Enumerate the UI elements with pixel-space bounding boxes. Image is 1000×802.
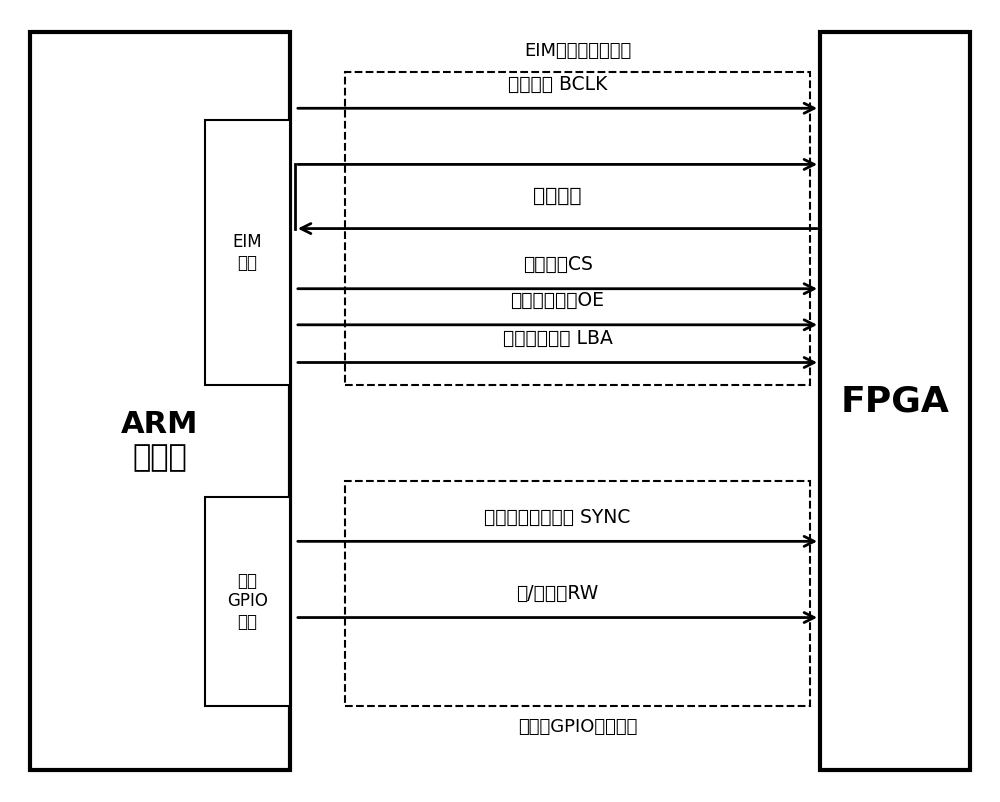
Text: 片选信号CS: 片选信号CS (523, 255, 592, 274)
FancyBboxPatch shape (30, 32, 290, 770)
Text: 多个
GPIO
管脚: 多个 GPIO 管脚 (227, 572, 268, 631)
Text: EIM接口的部分信号: EIM接口的部分信号 (524, 43, 631, 60)
Text: 数据传输开始信号 SYNC: 数据传输开始信号 SYNC (484, 508, 631, 527)
Text: ARM
处理器: ARM 处理器 (121, 410, 199, 472)
FancyBboxPatch shape (820, 32, 970, 770)
FancyBboxPatch shape (205, 120, 290, 385)
Text: 数据信号: 数据信号 (533, 187, 582, 206)
Text: 配置的GPIO管脚信号: 配置的GPIO管脚信号 (518, 718, 637, 735)
Text: 时钟信号 BCLK: 时钟信号 BCLK (508, 75, 607, 94)
Text: 读/写信号RW: 读/写信号RW (516, 584, 599, 603)
FancyBboxPatch shape (205, 497, 290, 706)
Text: EIM
接口: EIM 接口 (233, 233, 262, 272)
Text: 输出使能信号OE: 输出使能信号OE (511, 291, 604, 310)
Text: 地址有效信号 LBA: 地址有效信号 LBA (503, 329, 612, 348)
Text: FPGA: FPGA (841, 384, 949, 418)
